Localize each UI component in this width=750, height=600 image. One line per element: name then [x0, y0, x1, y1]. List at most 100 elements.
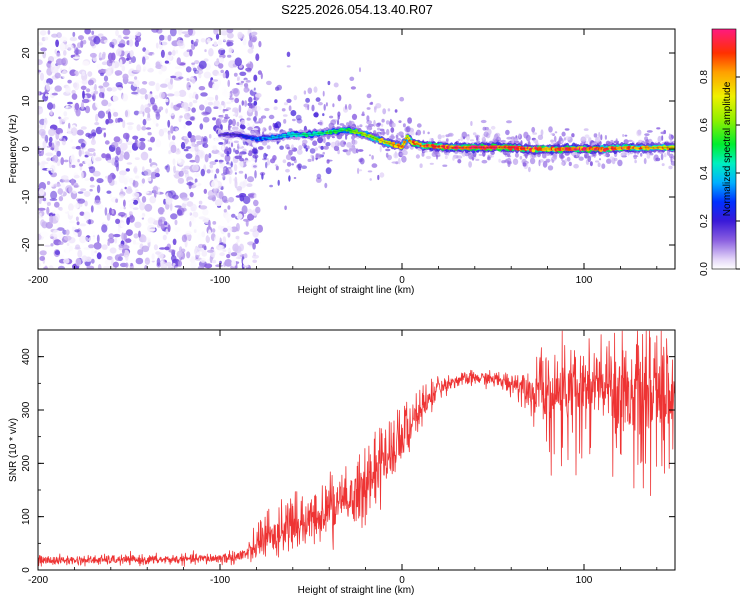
- heatmap-noise-blob: [185, 66, 192, 73]
- heatmap-noise-blob: [63, 258, 70, 264]
- heatmap-spread-blob: [233, 148, 236, 153]
- heatmap-noise-blob: [170, 77, 173, 85]
- heatmap-noise-blob: [130, 32, 137, 36]
- heatmap-noise-blob: [224, 69, 230, 79]
- heatmap-noise-blob: [74, 229, 80, 233]
- heatmap-spread-blob: [484, 126, 489, 131]
- heatmap-noise-blob: [115, 218, 121, 224]
- heatmap-noise-blob: [148, 147, 153, 151]
- heatmap-noise-blob: [97, 110, 105, 119]
- heatmap-spread-blob: [371, 155, 374, 160]
- heatmap-noise-blob: [121, 232, 125, 241]
- heatmap-noise-blob: [61, 210, 68, 213]
- heatmap-spread-blob: [369, 102, 372, 105]
- heatmap-noise-blob: [252, 259, 257, 263]
- heatmap-spread-blob: [402, 123, 406, 128]
- heatmap-noise-blob: [99, 127, 107, 131]
- heatmap-spread-blob: [288, 149, 293, 156]
- heatmap-noise-blob: [208, 134, 212, 139]
- heatmap-noise-blob: [106, 256, 113, 261]
- heatmap-spread-blob: [657, 135, 662, 143]
- heatmap-noise-blob: [57, 188, 64, 195]
- heatmap-noise-blob: [149, 158, 152, 163]
- heatmap-spread-blob: [236, 186, 243, 191]
- heatmap-noise-blob: [169, 108, 176, 116]
- heatmap-noise-blob: [226, 41, 234, 47]
- heatmap-noise-blob: [101, 244, 108, 250]
- heatmap-spread-blob: [295, 114, 302, 121]
- heatmap-noise-blob: [218, 159, 224, 163]
- heatmap-spread-blob: [389, 118, 392, 125]
- heatmap-noise-blob: [42, 197, 47, 202]
- heatmap-spread-blob: [307, 104, 310, 111]
- heatmap-noise-blob: [62, 229, 67, 235]
- heatmap-noise-blob: [168, 190, 176, 199]
- snr-y-tick-label: 100: [21, 508, 32, 525]
- heatmap-noise-blob: [81, 79, 88, 85]
- heatmap-noise-blob: [39, 30, 47, 36]
- heatmap-spread-blob: [255, 98, 259, 101]
- heatmap-spread-blob: [275, 86, 280, 91]
- heatmap-noise-blob: [158, 128, 165, 137]
- heatmap-spread-blob: [531, 126, 536, 133]
- heatmap-spread-blob: [329, 115, 334, 119]
- heatmap-noise-blob: [46, 168, 53, 171]
- heatmap-spread-blob: [220, 124, 223, 131]
- snr-y-ticks: 0 100 200 300 400: [21, 329, 675, 573]
- heatmap-spread-blob: [218, 142, 224, 145]
- heatmap-ridge-cell: [418, 142, 422, 146]
- heatmap-noise-blob: [99, 57, 103, 61]
- heatmap-spread-blob: [553, 135, 557, 143]
- heatmap-noise-blob: [160, 223, 165, 230]
- heatmap-noise-blob: [151, 253, 155, 260]
- heatmap-noise-blob: [47, 60, 52, 64]
- heatmap-spread-blob: [309, 148, 316, 154]
- heatmap-noise-blob: [151, 164, 158, 170]
- heatmap-noise-blob: [107, 122, 115, 126]
- heatmap-spread-blob: [292, 118, 296, 122]
- heatmap-noise-blob: [109, 247, 117, 254]
- heatmap-spread-blob: [366, 93, 372, 99]
- heatmap-noise-blob: [38, 162, 41, 166]
- heatmap-noise-blob: [172, 238, 177, 245]
- heatmap-noise-blob: [202, 208, 209, 216]
- heatmap-noise-blob: [235, 222, 240, 232]
- heatmap-noise-blob: [45, 93, 48, 97]
- heatmap-noise-blob: [170, 75, 177, 79]
- heatmap-spread-blob: [461, 131, 468, 139]
- heatmap-noise-blob: [220, 69, 224, 74]
- heatmap-spread-blob: [584, 154, 588, 159]
- heatmap-noise-blob: [176, 57, 181, 65]
- heatmap-noise-blob: [187, 131, 192, 139]
- heatmap-noise-blob: [178, 170, 184, 177]
- heatmap-spread-blob: [390, 127, 395, 133]
- heatmap-noise-blob: [52, 103, 56, 110]
- heatmap-spread-blob: [317, 136, 324, 144]
- colorbar-tick-label: 0.2: [699, 214, 710, 228]
- heatmap-noise-blob: [69, 36, 78, 42]
- heatmap-noise-blob: [199, 123, 204, 130]
- heatmap-noise-blob: [220, 30, 228, 36]
- heatmap-spread-blob: [399, 96, 405, 102]
- heatmap-noise-blob: [77, 249, 83, 258]
- heatmap-noise-blob: [206, 38, 211, 43]
- heatmap-noise-blob: [191, 78, 196, 84]
- snr-y-tick-label: 200: [21, 455, 32, 472]
- heatmap-noise-blob: [108, 233, 115, 239]
- heatmap-noise-blob: [160, 49, 165, 59]
- heatmap-noise-blob: [217, 39, 223, 46]
- heatmap-noise-blob: [103, 220, 109, 225]
- heatmap-noise-blob: [242, 195, 251, 205]
- heatmap-noise-blob: [122, 132, 130, 140]
- heatmap-noise-blob: [90, 205, 94, 213]
- heatmap-noise-blob: [202, 138, 207, 142]
- heatmap-noise-blob: [139, 137, 146, 142]
- heatmap-noise-blob: [88, 166, 93, 170]
- heatmap-noise-blob: [88, 236, 97, 243]
- heatmap-y-tick-label: 10: [21, 95, 32, 107]
- heatmap-noise-blob: [50, 147, 55, 150]
- heatmap-noise-blob: [227, 232, 231, 238]
- heatmap-spread-blob: [231, 142, 233, 148]
- heatmap-spread-blob: [475, 158, 480, 161]
- heatmap-noise-blob: [93, 152, 96, 157]
